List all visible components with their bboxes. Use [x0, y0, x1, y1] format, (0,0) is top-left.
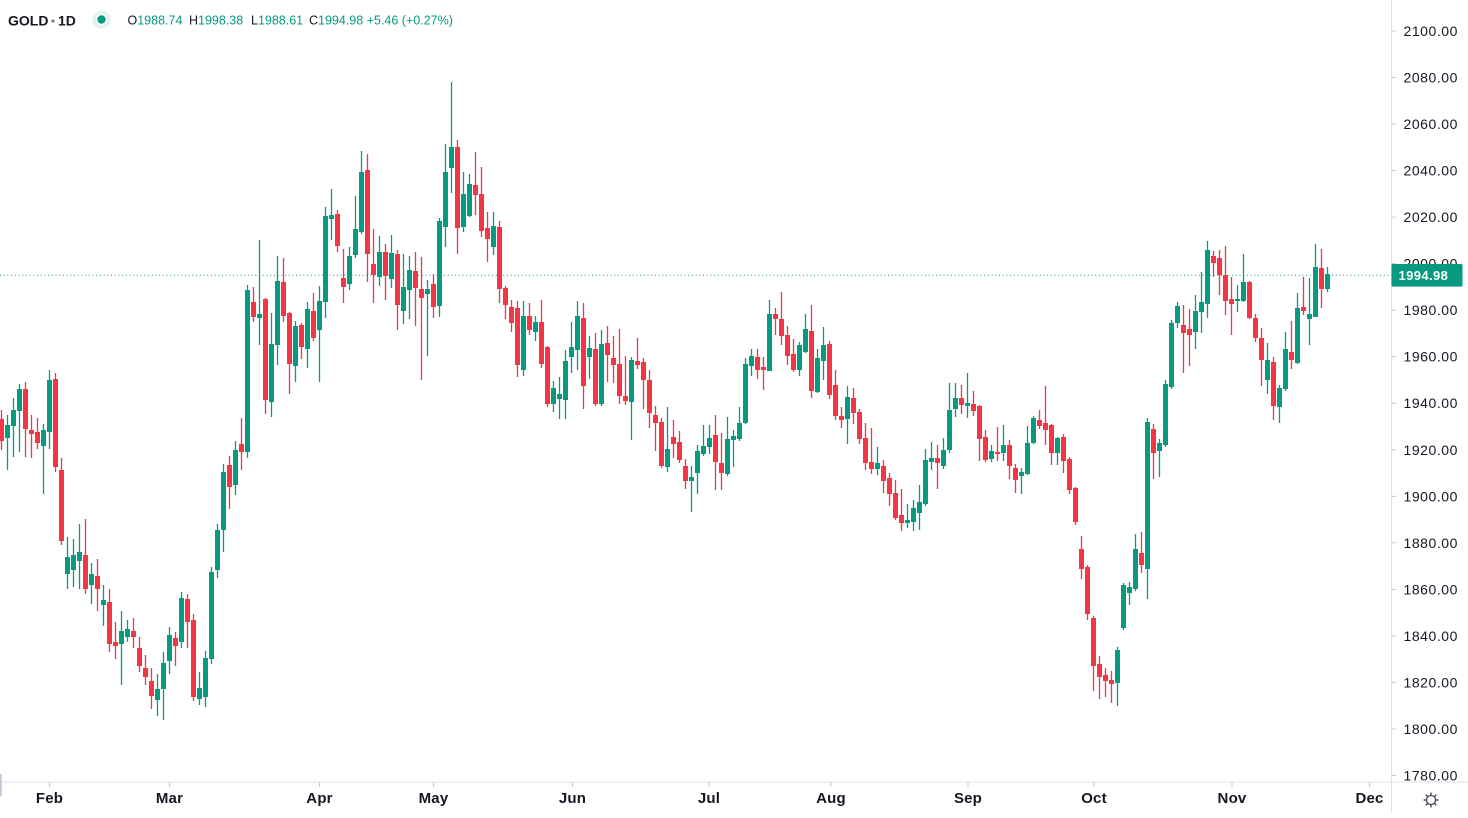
svg-text:Apr: Apr: [306, 790, 332, 807]
svg-text:Feb: Feb: [36, 790, 63, 807]
svg-text:2060.00: 2060.00: [1404, 116, 1458, 132]
svg-text:Jul: Jul: [698, 790, 720, 807]
svg-text:Sep: Sep: [954, 790, 982, 807]
svg-text:L1988.61: L1988.61: [251, 14, 303, 28]
svg-text:2020.00: 2020.00: [1404, 209, 1458, 225]
svg-text:1880.00: 1880.00: [1404, 535, 1458, 551]
svg-text:Dec: Dec: [1355, 790, 1383, 807]
svg-text:1820.00: 1820.00: [1404, 674, 1458, 690]
svg-text:2100.00: 2100.00: [1404, 23, 1458, 39]
svg-text:GOLD: GOLD: [8, 13, 48, 29]
svg-text:Oct: Oct: [1081, 790, 1107, 807]
svg-text:1800.00: 1800.00: [1404, 721, 1458, 737]
svg-text:1860.00: 1860.00: [1404, 581, 1458, 597]
svg-text:Mar: Mar: [156, 790, 183, 807]
svg-text:2080.00: 2080.00: [1404, 70, 1458, 86]
svg-text:1994.98: 1994.98: [1399, 268, 1449, 283]
svg-text:1920.00: 1920.00: [1404, 442, 1458, 458]
svg-text:1980.00: 1980.00: [1404, 302, 1458, 318]
svg-text:1780.00: 1780.00: [1404, 768, 1458, 784]
svg-text:1840.00: 1840.00: [1404, 628, 1458, 644]
svg-text:Jun: Jun: [559, 790, 586, 807]
svg-text:1940.00: 1940.00: [1404, 395, 1458, 411]
svg-text:Nov: Nov: [1218, 790, 1247, 807]
svg-text:1900.00: 1900.00: [1404, 488, 1458, 504]
svg-text:Aug: Aug: [816, 790, 846, 807]
svg-text:O1988.74: O1988.74: [128, 14, 183, 28]
svg-text:H1998.38: H1998.38: [189, 14, 243, 28]
svg-text:C1994.98 +5.46 (+0.27%): C1994.98 +5.46 (+0.27%): [309, 14, 453, 28]
svg-text:May: May: [419, 790, 449, 807]
svg-text:2040.00: 2040.00: [1404, 163, 1458, 179]
svg-text:1960.00: 1960.00: [1404, 349, 1458, 365]
svg-text:1D: 1D: [58, 13, 76, 29]
